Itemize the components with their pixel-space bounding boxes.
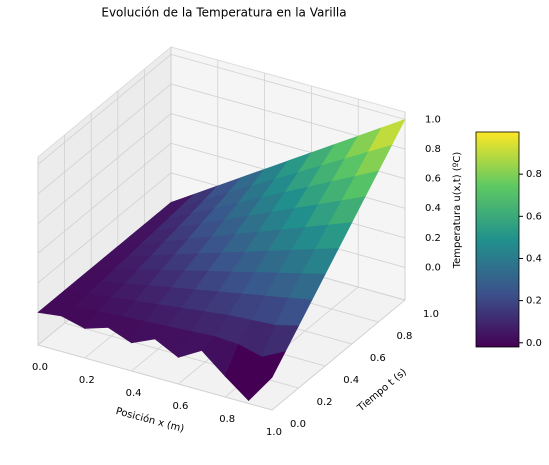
z-tick-label: 0.6 (425, 174, 441, 185)
grid-line (37, 83, 172, 195)
chart-title: Evolución de la Temperatura en la Varill… (101, 6, 346, 20)
grid-line (170, 54, 406, 120)
y-tick-label: 1.0 (423, 309, 439, 320)
grid-line (37, 344, 273, 411)
grid-line (271, 299, 406, 411)
grid-line (37, 113, 172, 224)
colorbar-tick-label: 0.2 (526, 296, 542, 307)
surface-cell (248, 351, 286, 401)
grid-line (37, 172, 172, 284)
z-tick-label: 0.0 (425, 262, 441, 273)
z-tick-label: 0.4 (425, 203, 441, 214)
colorbar-tick-label: 0.6 (526, 211, 542, 222)
colorbar (475, 131, 520, 348)
x-tick-label: 0.8 (219, 414, 235, 425)
x-tick-label: 0.0 (32, 362, 48, 373)
y-tick-label: 0.8 (396, 331, 412, 342)
colorbar-tick-label: 0.8 (526, 169, 542, 180)
y-tick-label: 0.6 (370, 353, 386, 364)
z-tick-label: 0.2 (425, 233, 441, 244)
y-tick-label: 0.0 (290, 419, 306, 430)
x-tick-label: 1.0 (266, 427, 282, 438)
x-tick-label: 0.6 (172, 401, 188, 412)
colorbar-tick-label: 0.4 (526, 253, 542, 264)
colorbar-tick-label: 0.0 (526, 338, 542, 349)
grid-line (37, 54, 172, 165)
x-tick-label: 0.4 (126, 388, 142, 399)
x-tick-label: 0.2 (79, 375, 95, 386)
z-axis-title: Temperatura u(x,t) (ºC) (452, 152, 463, 270)
y-tick-label: 0.4 (343, 375, 359, 386)
surface (37, 118, 406, 402)
z-tick-label: 1.0 (425, 114, 441, 125)
z-tick-label: 0.8 (425, 144, 441, 155)
y-axis-title: Tiempo t (s) (355, 367, 409, 415)
grid-line (37, 142, 172, 254)
y-tick-label: 0.2 (317, 397, 333, 408)
